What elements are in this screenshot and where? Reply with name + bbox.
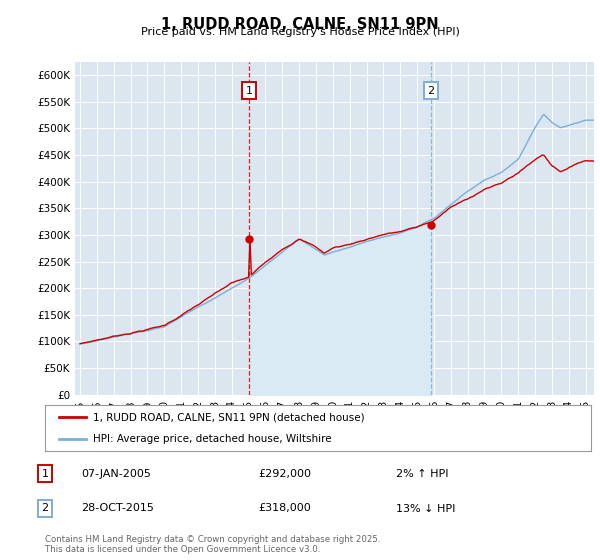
Text: 1, RUDD ROAD, CALNE, SN11 9PN: 1, RUDD ROAD, CALNE, SN11 9PN bbox=[161, 17, 439, 32]
Text: 07-JAN-2005: 07-JAN-2005 bbox=[81, 469, 151, 479]
Text: 13% ↓ HPI: 13% ↓ HPI bbox=[396, 503, 455, 514]
Text: HPI: Average price, detached house, Wiltshire: HPI: Average price, detached house, Wilt… bbox=[93, 435, 332, 444]
Text: 1: 1 bbox=[246, 86, 253, 96]
Text: 28-OCT-2015: 28-OCT-2015 bbox=[81, 503, 154, 514]
Point bbox=[245, 235, 254, 244]
Text: 1, RUDD ROAD, CALNE, SN11 9PN (detached house): 1, RUDD ROAD, CALNE, SN11 9PN (detached … bbox=[93, 412, 365, 422]
Text: £292,000: £292,000 bbox=[258, 469, 311, 479]
Text: 2: 2 bbox=[427, 86, 434, 96]
Text: 1: 1 bbox=[41, 469, 49, 479]
Text: Price paid vs. HM Land Registry's House Price Index (HPI): Price paid vs. HM Land Registry's House … bbox=[140, 27, 460, 37]
Text: £318,000: £318,000 bbox=[258, 503, 311, 514]
Text: 2: 2 bbox=[41, 503, 49, 514]
Text: 2% ↑ HPI: 2% ↑ HPI bbox=[396, 469, 449, 479]
Point bbox=[426, 221, 436, 230]
Text: Contains HM Land Registry data © Crown copyright and database right 2025.
This d: Contains HM Land Registry data © Crown c… bbox=[45, 535, 380, 554]
